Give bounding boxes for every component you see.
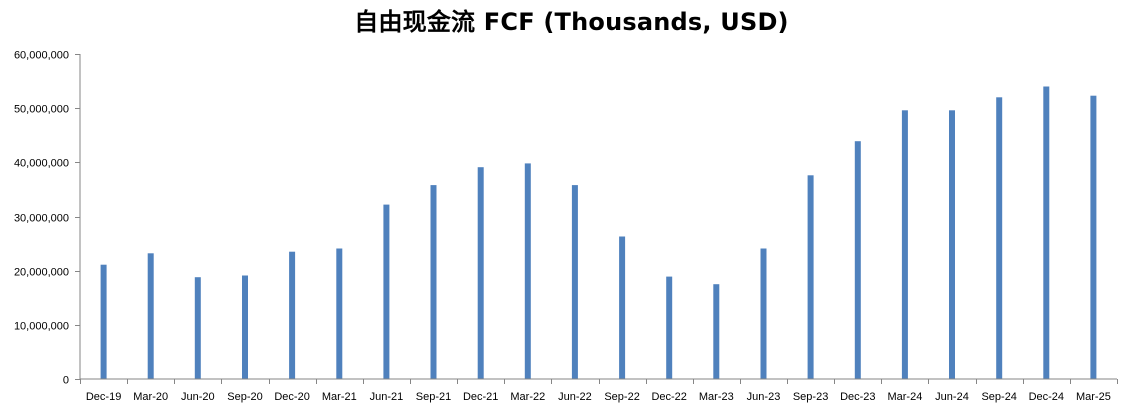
bar (242, 275, 248, 379)
bar (619, 236, 626, 379)
x-tick-label: Dec-21 (463, 391, 498, 403)
bar (524, 163, 531, 379)
bar (901, 110, 908, 380)
y-tick-label: 30,000,000 (14, 213, 69, 225)
y-tick-label: 10,000,000 (14, 321, 69, 333)
x-tick-label: Sep-24 (981, 391, 1016, 403)
bar (100, 264, 107, 379)
bar (713, 284, 720, 379)
x-tick-label: Jun-22 (558, 391, 592, 403)
x-tick-label: Dec-22 (651, 391, 686, 403)
y-tick-label: 50,000,000 (14, 104, 69, 116)
x-tick-label: Dec-23 (840, 391, 875, 403)
x-tick-label: Mar-21 (322, 391, 357, 403)
bar (996, 97, 1003, 380)
x-tick-label: Sep-20 (227, 391, 262, 403)
bar (383, 204, 390, 379)
bars-group (100, 86, 1097, 380)
bar (477, 167, 484, 379)
x-tick-label: Mar-22 (510, 391, 545, 403)
x-tick-label: Jun-24 (935, 391, 969, 403)
bar (430, 185, 437, 379)
x-tick-label: Jun-21 (370, 391, 404, 403)
bar (571, 185, 578, 379)
x-tick-label: Jun-20 (181, 391, 215, 403)
x-tick-label: Dec-20 (274, 391, 309, 403)
x-tick-label: Mar-25 (1076, 391, 1111, 403)
bar (336, 248, 343, 379)
y-tick-label: 20,000,000 (14, 267, 69, 279)
x-tick-label: Sep-22 (604, 391, 639, 403)
bar (289, 251, 296, 379)
x-tick-label: Sep-21 (416, 391, 451, 403)
bar (807, 175, 814, 379)
bar (760, 248, 767, 379)
bar (949, 110, 955, 380)
axes-group: 0 10,000,000 20,000,000 30,000,000 40,000,00… (14, 50, 1118, 403)
bar (1043, 86, 1050, 379)
x-tick-label: Mar-23 (699, 391, 734, 403)
y-tick-label: 60,000,000 (14, 50, 69, 62)
x-tick-label: Dec-19 (86, 391, 121, 403)
x-tick-label: Mar-24 (887, 391, 922, 403)
x-tick-label: Mar-20 (133, 391, 168, 403)
bar (147, 253, 154, 379)
y-tick-label: 40,000,000 (14, 158, 69, 170)
x-tick-label: Sep-23 (793, 391, 828, 403)
x-tick-label: Dec-24 (1029, 391, 1064, 403)
y-tick-label: 0 (63, 375, 69, 387)
bar (854, 141, 861, 379)
bar (194, 277, 201, 379)
bar (666, 276, 673, 379)
bar (1090, 95, 1097, 379)
x-tick-label: Jun-23 (747, 391, 781, 403)
chart-title: 自由现金流 FCF (Thousands, USD) (354, 8, 789, 36)
